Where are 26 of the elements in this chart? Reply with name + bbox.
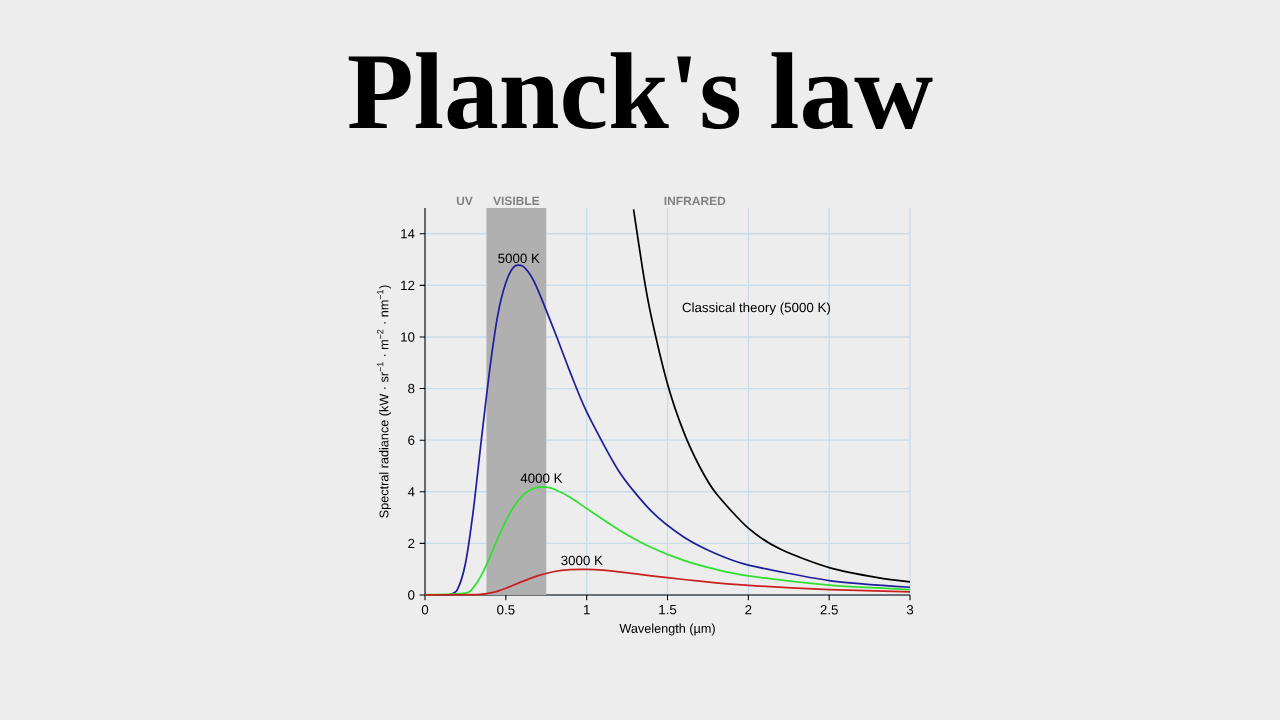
x-tick-label: 2: [745, 605, 752, 615]
x-tick-label: 2.5: [820, 605, 838, 615]
y-tick-label: 2: [408, 538, 415, 549]
y-tick-label: 10: [401, 332, 415, 342]
line-series: [632, 208, 911, 583]
y-tick-label: 8: [408, 383, 415, 394]
chart-title: Planck's law: [348, 52, 933, 130]
y-tick-label: 14: [401, 229, 415, 239]
x-tick-label: 3: [906, 605, 914, 615]
y-tick-label: 12: [401, 280, 415, 291]
y-tick-label: 4: [407, 487, 415, 497]
annotation: 4000 K: [520, 473, 563, 483]
x-tick-label: 1.5: [659, 605, 677, 615]
text: INFRARED: [664, 196, 726, 206]
annotation: 3000 K: [561, 555, 603, 566]
x-axis-title: Wavelength (µm): [619, 623, 715, 636]
y-tick-label: 0: [408, 590, 415, 600]
x-tick-label: 0: [421, 605, 429, 615]
text: UV: [456, 196, 473, 206]
y-tick-label: 6: [408, 435, 415, 445]
annotation: 5000 K: [498, 253, 540, 264]
annotation: Classical theory (5000 K): [682, 302, 831, 315]
band-label: VISIBLE: [493, 196, 540, 206]
x-tick-label: 1: [583, 605, 590, 615]
y-axis-title: Spectral radiance (kW · sr$^{−1}$ · m$^{−2}$ · nm$^{−1}$): [377, 285, 391, 518]
x-tick-label: 0.5: [497, 605, 515, 615]
